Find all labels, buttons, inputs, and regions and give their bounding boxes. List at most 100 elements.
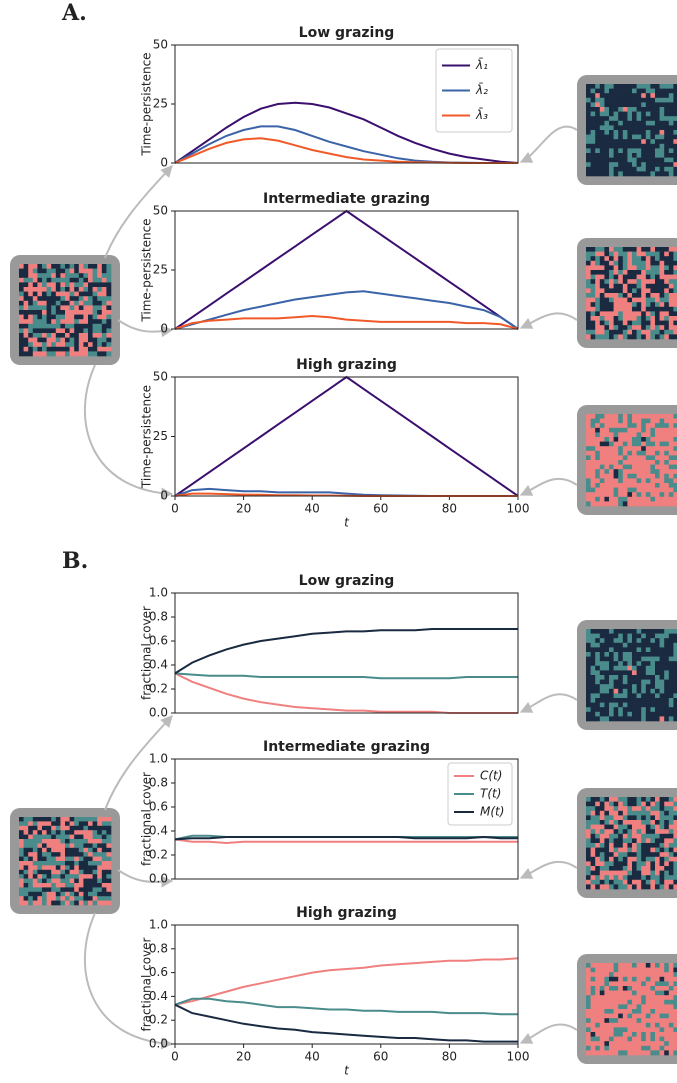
- legend-label: λ̄₃: [475, 108, 488, 122]
- lattice-cell: [622, 329, 628, 335]
- lattice-cell: [609, 1013, 614, 1019]
- lattice-cell: [636, 866, 642, 871]
- lattice-cell: [92, 843, 98, 849]
- lattice-cell: [627, 316, 633, 321]
- lattice-cell: [101, 323, 107, 329]
- lattice-cell: [618, 84, 624, 89]
- lattice-cell: [650, 325, 656, 331]
- lattice-cell: [55, 282, 61, 288]
- lattice-cell: [609, 856, 614, 862]
- lattice-cell: [590, 483, 596, 488]
- lattice-cell: [599, 688, 605, 694]
- lattice-cell: [609, 306, 614, 312]
- lattice-cell: [51, 337, 57, 343]
- lattice-cell: [650, 843, 656, 848]
- lattice-cell: [613, 316, 619, 321]
- lattice-cell: [83, 825, 89, 831]
- lattice-cell: [613, 642, 619, 648]
- lattice-cell: [645, 496, 651, 502]
- lattice-cell: [599, 492, 605, 498]
- lattice-cell: [613, 427, 619, 433]
- lattice-cell: [659, 111, 665, 117]
- lattice-cell: [106, 351, 112, 357]
- lattice-cell: [636, 647, 642, 653]
- lattice-cell: [42, 300, 47, 306]
- lattice-cell: [650, 418, 656, 424]
- lattice-cell: [622, 1022, 628, 1028]
- lattice-cell: [46, 900, 52, 906]
- lattice-cell: [599, 107, 605, 112]
- lattice-cell: [650, 496, 656, 502]
- lattice-cell: [51, 878, 57, 884]
- lattice-cell: [37, 896, 43, 901]
- lattice-cell: [590, 870, 596, 876]
- lattice-cell: [599, 707, 605, 713]
- lattice-cell: [599, 670, 605, 676]
- lattice-cell: [622, 487, 628, 493]
- lattice-cell: [92, 834, 98, 840]
- lattice-cell: [632, 652, 637, 657]
- lattice-cell: [599, 116, 605, 122]
- lattice-cell: [599, 265, 605, 271]
- lattice-cell: [632, 157, 637, 163]
- lattice-cell: [590, 297, 596, 303]
- lattice-cell: [28, 856, 34, 862]
- lattice-cell: [92, 861, 98, 866]
- lattice-cell: [645, 157, 651, 163]
- lattice-cell: [599, 130, 605, 135]
- lattice-cell: [604, 334, 610, 340]
- lattice-cell: [60, 843, 66, 849]
- lattice-cell: [636, 320, 642, 326]
- lattice-cell: [650, 143, 656, 149]
- lattice-cell: [632, 852, 637, 858]
- lattice-cell: [590, 93, 596, 99]
- lattice-cell: [673, 143, 677, 149]
- lattice-cell: [590, 711, 596, 717]
- lattice-cell: [32, 825, 38, 831]
- lattice-cell: [65, 825, 70, 831]
- lattice-cell: [60, 291, 66, 297]
- lattice-cell: [636, 427, 642, 433]
- lattice-cell: [595, 656, 601, 662]
- lattice-cell: [69, 869, 75, 875]
- lattice-cell: [613, 1050, 619, 1056]
- lattice-cell: [673, 247, 677, 252]
- lattice-cell: [655, 437, 660, 442]
- lattice-cell: [650, 884, 656, 890]
- arrow: [519, 125, 578, 163]
- lattice-cell: [622, 884, 628, 890]
- lattice-cell: [97, 874, 103, 879]
- lattice-cell: [106, 277, 112, 283]
- lattice-cell: [613, 843, 619, 848]
- lattice-cell: [590, 148, 596, 154]
- lattice-cell: [88, 821, 93, 827]
- lattice-cell: [632, 995, 637, 1001]
- lattice-cell: [627, 629, 633, 634]
- lattice-cell: [650, 464, 656, 470]
- lattice-cell: [641, 1022, 647, 1028]
- lattice-cell: [609, 116, 614, 122]
- lattice-cell: [632, 656, 637, 662]
- lattice-cell: [673, 679, 677, 685]
- lattice-cell: [659, 116, 665, 122]
- lattice-cell: [622, 675, 628, 680]
- lattice-cell: [645, 972, 651, 978]
- lattice-cell: [604, 652, 610, 657]
- lattice-cell: [627, 1050, 633, 1056]
- lattice-cell: [641, 829, 647, 835]
- lattice-cell: [604, 148, 610, 154]
- lattice-cell: [60, 847, 66, 853]
- lattice-cell: [599, 1004, 605, 1010]
- lattice-cell: [609, 492, 614, 498]
- lattice-cell: [599, 967, 605, 973]
- lattice-cell: [106, 891, 112, 897]
- lattice-cell: [618, 260, 624, 266]
- lattice-cell: [632, 469, 637, 475]
- lattice-cell: [83, 900, 89, 906]
- lattice-cell: [42, 323, 47, 329]
- lattice-cell: [655, 995, 660, 1001]
- lattice-cell: [636, 107, 642, 112]
- lattice-cell: [673, 797, 677, 802]
- lattice-cell: [97, 291, 103, 297]
- lattice-cell: [664, 270, 670, 275]
